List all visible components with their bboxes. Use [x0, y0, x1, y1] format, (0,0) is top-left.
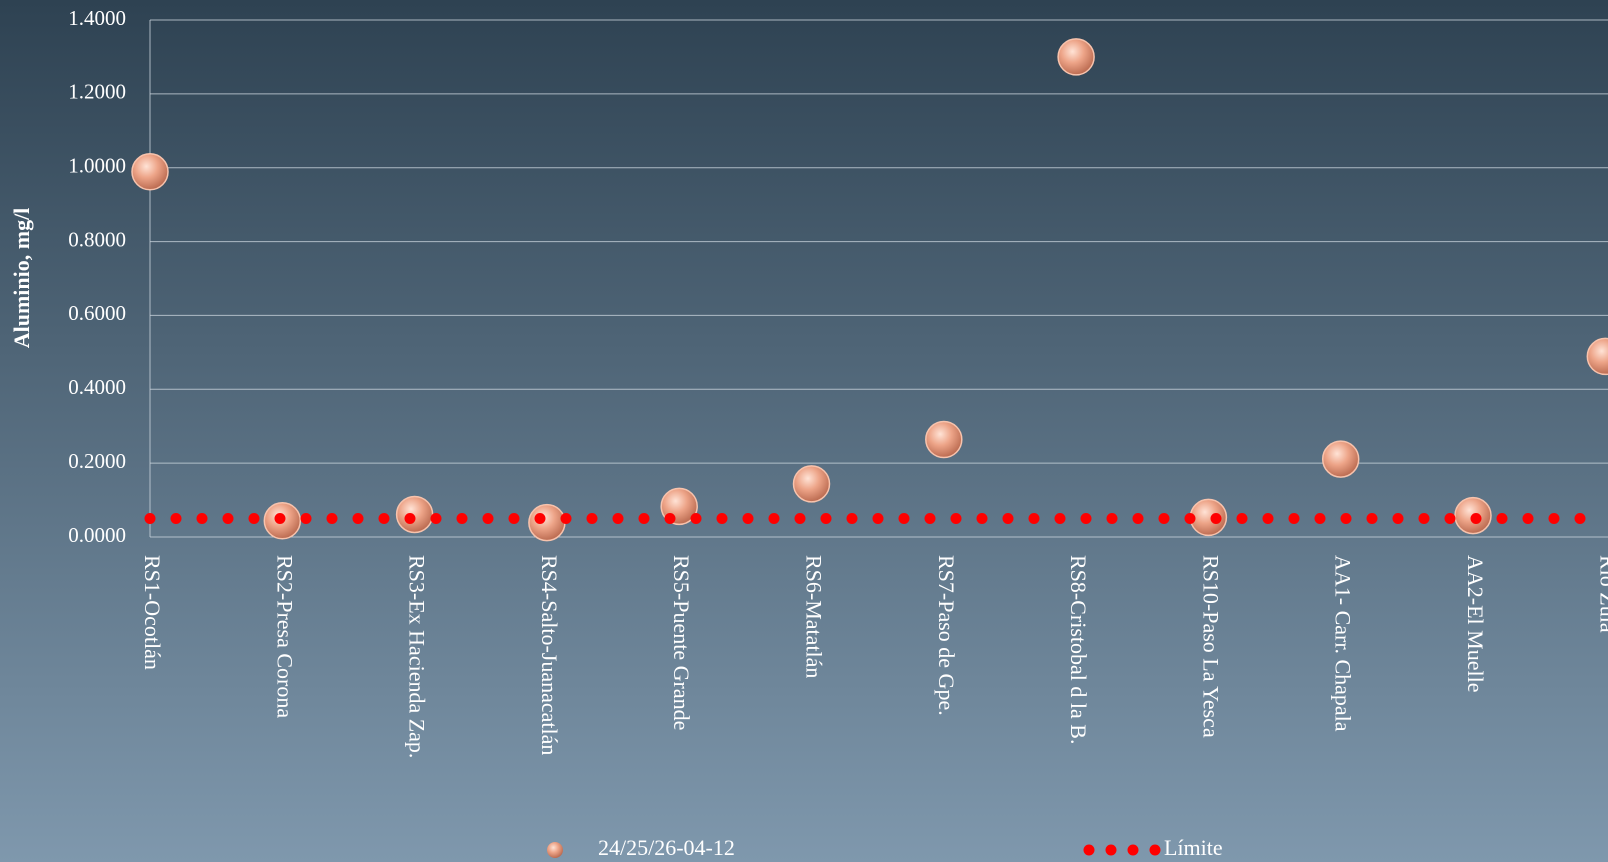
y-tick-label: 0.2000: [68, 449, 126, 473]
y-axis-title: Aluminio, mg/l: [9, 208, 34, 349]
y-tick-label: 0.8000: [68, 227, 126, 251]
x-tick-label: RS5-Puente Grande: [669, 555, 694, 730]
data-point: [925, 420, 963, 459]
x-tick-label: RS6-Matatlán: [801, 555, 826, 678]
data-point: [1057, 38, 1095, 76]
y-tick-label: 0.0000: [68, 523, 126, 547]
data-point: [528, 503, 566, 542]
data-point: [395, 495, 434, 534]
data-point: [1321, 440, 1360, 478]
x-tick-label: RS1-Ocotlán: [140, 555, 165, 670]
legend-label: Límite: [1164, 835, 1223, 860]
legend-marker: [547, 842, 563, 858]
x-tick-label: RS10-Paso La Yesca: [1198, 555, 1223, 738]
y-tick-label: 0.6000: [68, 301, 126, 325]
x-tick-label: RS4-Salto-Juanacatlán: [537, 555, 562, 755]
data-point: [792, 465, 831, 503]
x-tick-label: RS8-Cristobal d la B.: [1066, 555, 1091, 744]
x-tick-label: Río Zula: [1595, 555, 1608, 633]
x-tick-label: RS2-Presa Corona: [272, 555, 297, 718]
x-tick-label: AA1- Carr. Chapala: [1331, 555, 1356, 732]
y-tick-label: 1.2000: [68, 80, 126, 104]
y-tick-label: 1.0000: [68, 154, 126, 178]
legend-label: 24/25/26-04-12: [598, 835, 735, 860]
x-tick-label: RS7-Paso de Gpe.: [934, 555, 959, 716]
data-point: [1586, 337, 1608, 376]
x-tick-label: AA2-El Muelle: [1463, 555, 1488, 692]
x-tick-label: RS3-Ex Hacienda Zap.: [405, 555, 430, 758]
data-point: [131, 153, 169, 191]
y-tick-label: 0.4000: [68, 375, 126, 399]
y-tick-label: 1.4000: [68, 6, 126, 30]
